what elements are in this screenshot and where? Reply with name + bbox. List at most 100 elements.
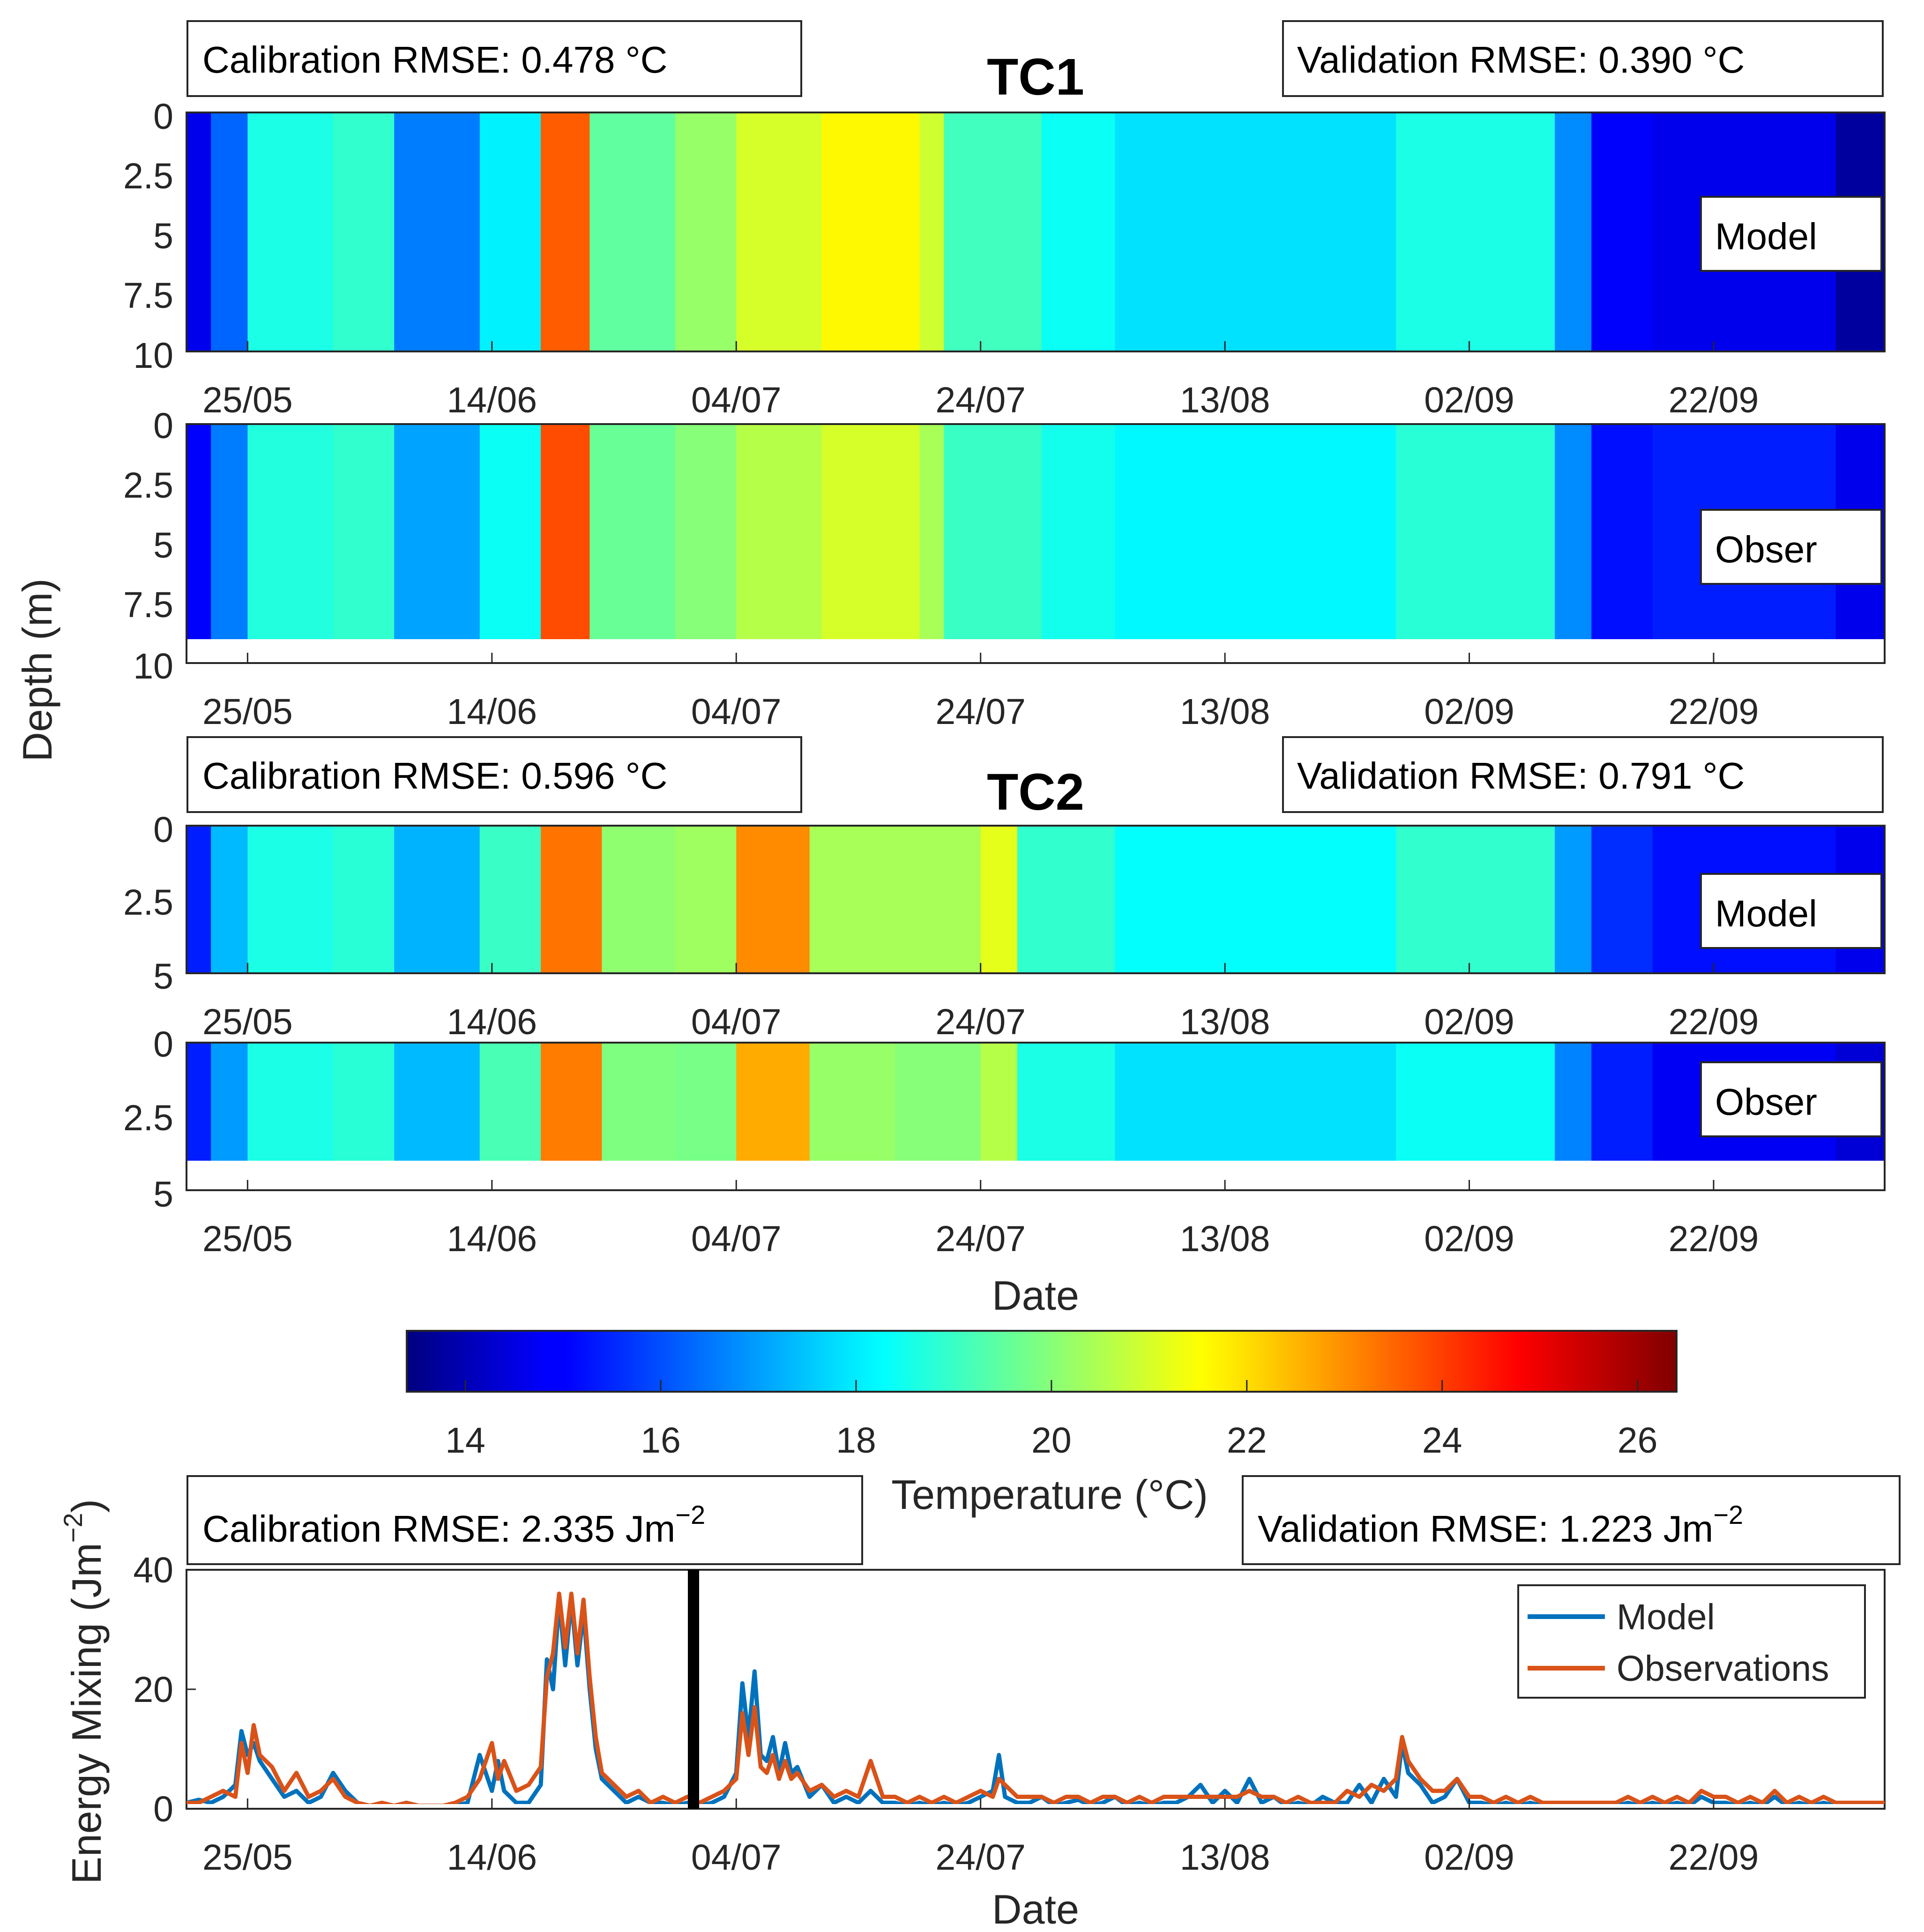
mixing-date-axis-label: Date bbox=[992, 1886, 1079, 1932]
date-tick-label: 02/09 bbox=[1424, 1219, 1514, 1259]
heatmap-cell bbox=[479, 1043, 542, 1161]
mixing-validation-sup: −2 bbox=[1713, 1500, 1743, 1529]
heatmap-cell bbox=[186, 1043, 212, 1161]
tc2-title: TC2 bbox=[987, 763, 1084, 821]
date-tick-label: 22/09 bbox=[1669, 1002, 1759, 1042]
heatmap-cell bbox=[541, 112, 590, 351]
date-tick-label: 24/07 bbox=[935, 380, 1026, 420]
tc1-obs-depth-ticks: 0 2.5 5 7.5 10 bbox=[123, 406, 173, 686]
mixing-calibration-box: Calibration RMSE: 2.335 Jm−2 bbox=[186, 1475, 863, 1565]
tc2-model-depth-ticks: 0 2.5 5 bbox=[123, 810, 173, 997]
model-series-line bbox=[186, 1597, 1885, 1804]
heatmap-cell bbox=[1017, 1043, 1116, 1161]
heatmap-cell bbox=[394, 1043, 480, 1161]
heatmap-cell bbox=[1115, 1043, 1397, 1161]
heatmap-cell bbox=[1115, 112, 1397, 351]
heatmap-cell bbox=[186, 826, 212, 973]
date-tick-label: 24/07 bbox=[935, 1837, 1026, 1878]
depth-tick: 5 bbox=[153, 216, 173, 256]
heatmap-cell bbox=[895, 826, 981, 973]
heatmap-cell bbox=[1555, 826, 1592, 973]
date-tick-label: 02/09 bbox=[1424, 692, 1514, 732]
heatmap-cell bbox=[1591, 1043, 1653, 1161]
depth-tick: 10 bbox=[133, 336, 173, 376]
heatmap-cell bbox=[895, 1043, 981, 1161]
tc1-model-tag: Model bbox=[1700, 196, 1882, 272]
depth-tick: 2.5 bbox=[123, 465, 173, 506]
heatmap-cell bbox=[1591, 112, 1653, 351]
tc2-model-heatmap bbox=[186, 826, 1885, 973]
date-tick-label: 04/07 bbox=[691, 1837, 782, 1878]
date-tick-label: 02/09 bbox=[1424, 380, 1514, 420]
mixing-calibration-text: Calibration RMSE: 2.335 Jm−2 bbox=[202, 1500, 705, 1550]
tc2-calibration-box: Calibration RMSE: 0.596 °C bbox=[186, 736, 802, 813]
heatmap-cell bbox=[736, 826, 810, 973]
depth-tick: 5 bbox=[153, 1174, 173, 1215]
mixing-ylabel-end: ) bbox=[63, 1499, 110, 1513]
heatmap-cell bbox=[333, 1043, 395, 1161]
heatmap-cell bbox=[211, 112, 248, 351]
mixing-y-ticks: 0 20 40 bbox=[133, 1550, 196, 1829]
mixing-calibration-main: Calibration RMSE: 2.335 Jm bbox=[202, 1508, 675, 1550]
colorbar-ticks: 14 16 18 20 22 24 26 bbox=[445, 1380, 1657, 1461]
heatmap-cell bbox=[247, 826, 334, 973]
mixing-calibration-sup: −2 bbox=[675, 1500, 705, 1529]
heatmap-cell bbox=[1591, 826, 1653, 973]
date-tick-label: 13/08 bbox=[1180, 380, 1270, 420]
tc2-obs-panel: 0 2.5 5 Obser bbox=[123, 1024, 1886, 1215]
mixing-ylabel-sup: −2 bbox=[58, 1513, 88, 1543]
heatmap-cell bbox=[602, 1043, 676, 1161]
heatmap-cell bbox=[919, 112, 945, 351]
heatmap-cell bbox=[247, 112, 334, 351]
colorbar-label: Temperature (°C) bbox=[891, 1471, 1208, 1518]
heatmap-cell bbox=[1396, 1043, 1556, 1161]
heatmap-cell bbox=[809, 1043, 896, 1161]
heatmap-cell bbox=[479, 112, 542, 351]
mixing-validation-text: Validation RMSE: 1.223 Jm−2 bbox=[1258, 1500, 1743, 1550]
tc1-model-tag-text: Model bbox=[1715, 216, 1817, 257]
heatmap-cell bbox=[980, 1043, 1018, 1161]
depth-tick: 7.5 bbox=[123, 585, 173, 625]
date-tick-label: 24/07 bbox=[935, 1002, 1026, 1042]
heatmap-cell bbox=[944, 112, 1043, 351]
date-tick-label: 14/06 bbox=[447, 692, 537, 732]
mixing-validation-main: Validation RMSE: 1.223 Jm bbox=[1258, 1508, 1713, 1550]
heatmap-cell bbox=[333, 826, 395, 973]
date-tick-label: 25/05 bbox=[202, 1002, 293, 1042]
tc2-validation-text: Validation RMSE: 0.791 °C bbox=[1297, 755, 1745, 797]
tc1-obs-tag: Obser bbox=[1700, 509, 1882, 585]
heatmap-cell bbox=[736, 1043, 810, 1161]
heatmap-cell bbox=[394, 826, 480, 973]
heatmap-cell bbox=[247, 424, 334, 639]
heatmap-cell bbox=[1555, 112, 1592, 351]
tc2-obs-depth-ticks: 0 2.5 5 bbox=[123, 1024, 173, 1215]
heatmap-cell bbox=[821, 112, 920, 351]
tc2-validation-box: Validation RMSE: 0.791 °C bbox=[1282, 736, 1884, 813]
heatmap-cell bbox=[394, 112, 480, 351]
colorbar-tick-label: 24 bbox=[1422, 1420, 1462, 1461]
mixing-y-axis-label: Energy Mixing (Jm−2) bbox=[58, 1499, 110, 1884]
date-tick-label: 22/09 bbox=[1669, 380, 1759, 420]
tc2-model-panel: 0 2.5 5 Model bbox=[123, 810, 1886, 997]
heatmap-cell bbox=[1396, 112, 1556, 351]
heatmap-cell bbox=[589, 112, 676, 351]
tc1-model-depth-ticks: 0 2.5 5 7.5 10 bbox=[123, 97, 173, 376]
heatmap-cell bbox=[394, 424, 480, 639]
depth-tick: 5 bbox=[153, 525, 173, 566]
tc2-calibration-text: Calibration RMSE: 0.596 °C bbox=[202, 755, 667, 797]
heatmap-cell bbox=[1396, 826, 1556, 973]
tc2-model-tag: Model bbox=[1700, 873, 1882, 949]
tc2-obs-tag: Obser bbox=[1700, 1061, 1882, 1137]
heatmap-cell bbox=[1115, 424, 1397, 639]
date-tick-label: 13/08 bbox=[1180, 1837, 1270, 1878]
depth-tick: 0 bbox=[153, 1024, 173, 1065]
date-tick-label: 13/08 bbox=[1180, 692, 1270, 732]
date-tick-label: 13/08 bbox=[1180, 1002, 1270, 1042]
depth-axis-label: Depth (m) bbox=[14, 578, 60, 761]
tc2-model-tag-text: Model bbox=[1715, 893, 1817, 934]
date-tick-label: 25/05 bbox=[202, 380, 293, 420]
colorbar: 14 16 18 20 22 24 26 Temperature (°C) bbox=[406, 1330, 1678, 1518]
date-tick-label: 25/05 bbox=[202, 1837, 293, 1878]
heatmap-cell bbox=[211, 826, 248, 973]
date-tick-label: 22/09 bbox=[1669, 1837, 1759, 1878]
